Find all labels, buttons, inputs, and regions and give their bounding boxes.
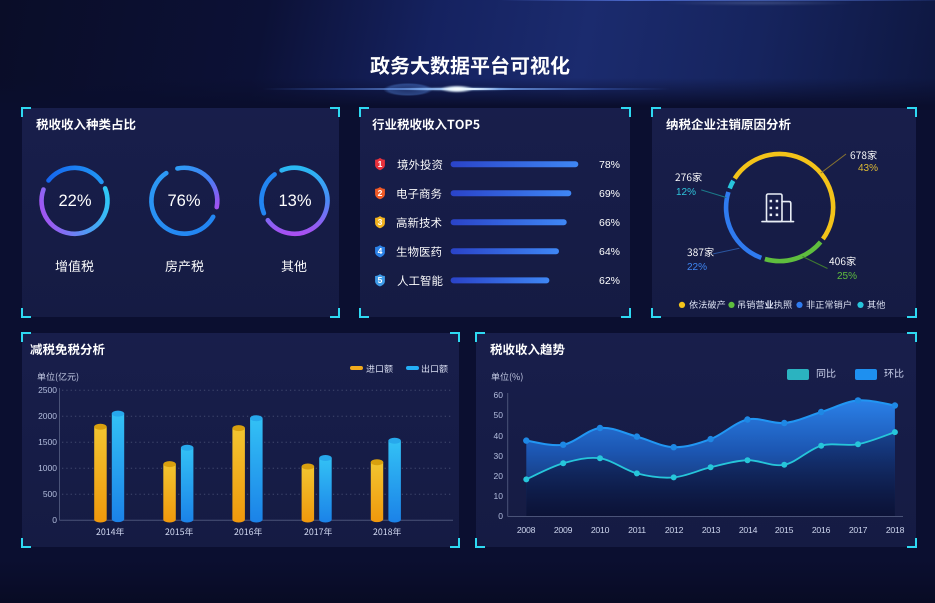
svg-text:78%: 78% [599, 159, 620, 171]
svg-text:2015: 2015 [775, 525, 794, 535]
svg-text:20: 20 [494, 471, 504, 481]
svg-text:2500: 2500 [38, 385, 57, 395]
svg-text:43%: 43% [858, 163, 878, 174]
svg-text:1500: 1500 [38, 437, 57, 447]
svg-text:13%: 13% [278, 192, 311, 210]
svg-text:3: 3 [378, 217, 383, 227]
svg-text:2008: 2008 [517, 525, 536, 535]
svg-text:62%: 62% [599, 275, 620, 287]
svg-text:2012: 2012 [665, 525, 684, 535]
svg-text:4: 4 [378, 246, 383, 256]
svg-text:2011: 2011 [628, 525, 646, 535]
svg-text:2014: 2014 [738, 525, 757, 535]
svg-text:2010: 2010 [591, 525, 610, 535]
svg-text:50: 50 [494, 410, 504, 420]
svg-text:66%: 66% [599, 217, 620, 229]
svg-text:2009: 2009 [554, 525, 573, 535]
svg-text:2000: 2000 [38, 411, 57, 421]
svg-text:22%: 22% [58, 192, 91, 210]
svg-text:2: 2 [378, 188, 383, 198]
svg-text:69%: 69% [599, 188, 620, 200]
svg-text:25%: 25% [837, 271, 857, 282]
svg-text:2013: 2013 [701, 525, 720, 535]
svg-text:64%: 64% [599, 246, 620, 258]
svg-text:2017: 2017 [849, 525, 868, 535]
svg-text:76%: 76% [168, 192, 201, 210]
svg-text:1000: 1000 [38, 463, 57, 473]
svg-text:500: 500 [42, 489, 56, 499]
svg-text:0: 0 [52, 515, 57, 525]
svg-text:5: 5 [378, 275, 383, 285]
svg-text:10: 10 [494, 491, 504, 501]
svg-text:0: 0 [498, 511, 503, 521]
svg-text:12%: 12% [676, 187, 696, 198]
svg-text:2016: 2016 [812, 525, 831, 535]
svg-text:1: 1 [378, 159, 383, 169]
svg-text:40: 40 [494, 431, 504, 441]
svg-text:30: 30 [494, 451, 504, 461]
svg-text:22%: 22% [687, 262, 707, 273]
svg-text:60: 60 [494, 390, 504, 400]
svg-text:2018: 2018 [886, 525, 905, 535]
